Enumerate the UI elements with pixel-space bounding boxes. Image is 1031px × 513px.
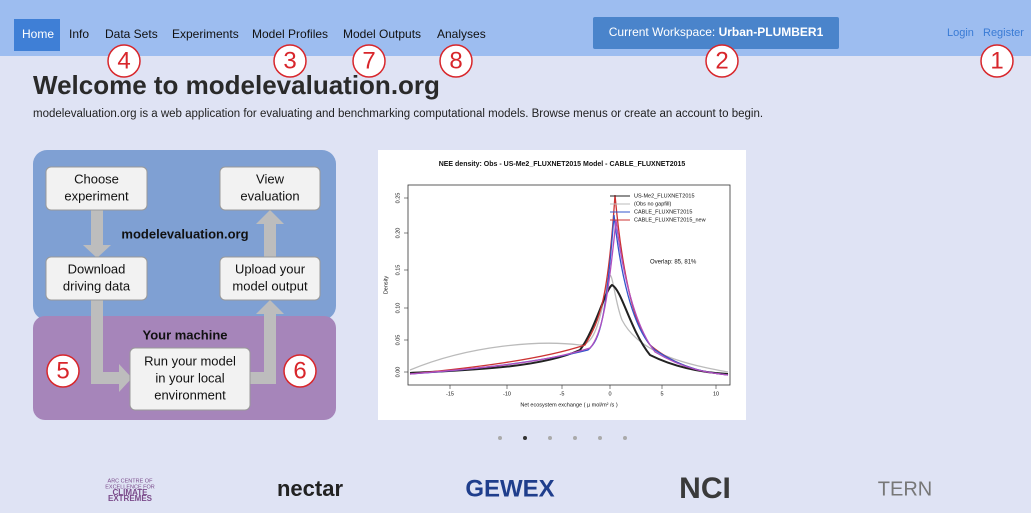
plot-legend-entry: CABLE_FLUXNET2015 — [634, 209, 692, 215]
workspace-name: Urban-PLUMBER1 — [719, 25, 824, 39]
plot-y-label: Density — [383, 276, 389, 295]
plot-legend-entry: US-Me2_FLUXNET2015 — [634, 193, 695, 199]
workflow-box-text: evaluation — [240, 188, 299, 203]
workspace-label: Current Workspace: — [609, 25, 715, 39]
workflow-box-text: in your local — [155, 370, 224, 385]
annotation-number: 7 — [362, 47, 375, 74]
carousel-dot[interactable] — [598, 436, 602, 440]
plot-x-tick-label: -15 — [446, 391, 454, 397]
plot-y-tick-label: 0.15 — [395, 265, 401, 276]
plot-y-tick-label: 0.05 — [395, 335, 401, 346]
workflow-box-text: Run your model — [144, 353, 236, 368]
annotation-number: 6 — [293, 357, 306, 384]
machine-label: Your machine — [142, 327, 227, 342]
partner-logo: NCI — [679, 472, 731, 505]
nav-item[interactable]: Experiments — [172, 27, 239, 41]
plot-title: NEE density: Obs - US-Me2_FLUXNET2015 Mo… — [439, 161, 686, 168]
partner-logo: GEWEX — [465, 475, 554, 502]
nav-item[interactable]: Home — [22, 27, 54, 41]
annotation-number: 5 — [56, 357, 69, 384]
workflow-box-text: environment — [154, 387, 226, 402]
plot-y-tick-label: 0.20 — [395, 228, 401, 239]
plot-y-tick-label: 0.00 — [395, 367, 401, 378]
workflow-box-text: Upload your — [235, 261, 306, 276]
carousel-dot[interactable] — [573, 436, 577, 440]
workflow-box-text: Choose — [74, 171, 119, 186]
nav-item[interactable]: Data Sets — [105, 27, 158, 41]
arrow — [91, 300, 103, 378]
plot-image — [378, 150, 746, 420]
description: modelevaluation.org is a web application… — [33, 108, 763, 120]
login-link[interactable]: Login — [947, 27, 974, 39]
plot-y-tick-label: 0.25 — [395, 193, 401, 204]
register-link[interactable]: Register — [983, 27, 1024, 39]
workspace-text[interactable]: Current Workspace: Urban-PLUMBER1 — [609, 25, 824, 39]
annotation-number: 1 — [990, 47, 1003, 74]
carousel-dot[interactable] — [548, 436, 552, 440]
annotation-number: 4 — [117, 47, 130, 74]
plot-y-tick-label: 0.10 — [395, 303, 401, 314]
arrow — [91, 372, 121, 384]
workflow-box-text: driving data — [63, 278, 131, 293]
plot-legend-entry: (Obs no gapfill) — [634, 201, 671, 207]
workflow-box-text: experiment — [64, 188, 129, 203]
plot-x-tick-label: 10 — [713, 391, 719, 397]
plot-annotation: Overlap: 85, 81% — [650, 260, 697, 266]
arrow — [264, 312, 276, 384]
screen: Welcome to modelevaluation.org modeleval… — [0, 0, 1031, 513]
partner-logo: TERN — [878, 478, 932, 500]
arrow — [264, 222, 276, 257]
carousel-dot[interactable] — [523, 436, 527, 440]
plot-x-label: Net ecosystem exchange ( µ mol/m² /s ) — [520, 402, 617, 408]
nav-item[interactable]: Model Outputs — [343, 27, 421, 41]
plot-x-tick-label: 5 — [660, 391, 663, 397]
annotation-number: 3 — [283, 47, 296, 74]
workflow-box-text: model output — [232, 278, 308, 293]
page: Welcome to modelevaluation.org modeleval… — [0, 0, 1031, 513]
nav-item[interactable]: Info — [69, 27, 89, 41]
carousel-dot[interactable] — [623, 436, 627, 440]
plot-legend-entry: CABLE_FLUXNET2015_new — [634, 217, 706, 223]
annotation-number: 8 — [449, 47, 462, 74]
nav-item[interactable]: Analyses — [437, 27, 486, 41]
site-label: modelevaluation.org — [121, 226, 248, 241]
nav-item[interactable]: Model Profiles — [252, 27, 328, 41]
plot-x-tick-label: 0 — [608, 391, 611, 397]
arrow — [91, 210, 103, 247]
workflow-box-text: View — [256, 171, 285, 186]
annotation-number: 2 — [715, 47, 728, 74]
carousel-dot[interactable] — [498, 436, 502, 440]
plot-x-tick-label: -10 — [503, 391, 511, 397]
partner-logo: EXTREMES — [108, 494, 153, 503]
workflow-box-text: Download — [68, 261, 126, 276]
partner-logo: nectar — [277, 476, 343, 501]
plot-x-tick-label: -5 — [560, 391, 565, 397]
